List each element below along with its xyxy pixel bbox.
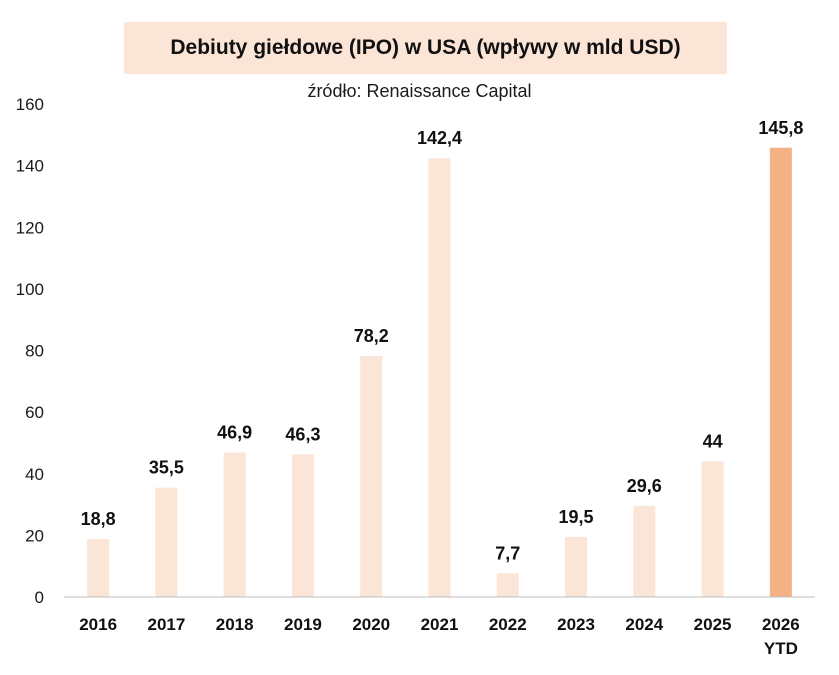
data-label: 7,7 (495, 543, 520, 563)
category-label: 2024 (625, 615, 663, 634)
category-label: 2017 (147, 615, 185, 634)
bar-highlight (769, 147, 792, 597)
data-label: 18,8 (81, 509, 116, 529)
data-label: 145,8 (758, 118, 803, 138)
data-label: 44 (703, 431, 723, 451)
bar (428, 158, 451, 598)
category-label: 2021 (421, 615, 459, 634)
category-label: 2018 (216, 615, 254, 634)
category-label: 2020 (352, 615, 390, 634)
y-tick-label: 100 (16, 280, 44, 299)
data-label: 78,2 (354, 326, 389, 346)
chart-title-box: Debiuty giełdowe (IPO) w USA (wpływy w m… (124, 22, 727, 74)
bar (565, 536, 588, 597)
y-tick-label: 140 (16, 157, 44, 176)
bar (496, 573, 519, 597)
bar (633, 505, 656, 597)
y-tick-label: 120 (16, 218, 44, 237)
category-label: 2026 YTD (762, 615, 800, 658)
data-label: 19,5 (559, 507, 594, 527)
y-tick-label: 80 (25, 342, 44, 361)
bar (87, 539, 110, 597)
chart-subtitle: źródło: Renaissance Capital (307, 81, 532, 101)
category-label: 2025 (694, 615, 732, 634)
category-label: 2022 (489, 615, 527, 634)
y-tick-label: 40 (25, 465, 44, 484)
data-label: 46,9 (217, 422, 252, 442)
y-tick-label: 20 (25, 526, 44, 545)
data-label: 46,3 (285, 424, 320, 444)
y-tick-label: 0 (35, 588, 44, 607)
bar (223, 452, 246, 597)
category-label: 2016 (79, 615, 117, 634)
category-label: 2019 (284, 615, 322, 634)
data-label: 29,6 (627, 476, 662, 496)
bar (701, 461, 724, 597)
bar (291, 454, 314, 597)
y-tick-label: 60 (25, 403, 44, 422)
data-label: 142,4 (417, 128, 462, 148)
y-tick-label: 160 (16, 95, 44, 114)
bar (155, 487, 178, 597)
bar (360, 356, 383, 597)
chart-title: Debiuty giełdowe (IPO) w USA (wpływy w m… (170, 36, 681, 59)
data-label: 35,5 (149, 458, 184, 478)
category-label: 2023 (557, 615, 595, 634)
